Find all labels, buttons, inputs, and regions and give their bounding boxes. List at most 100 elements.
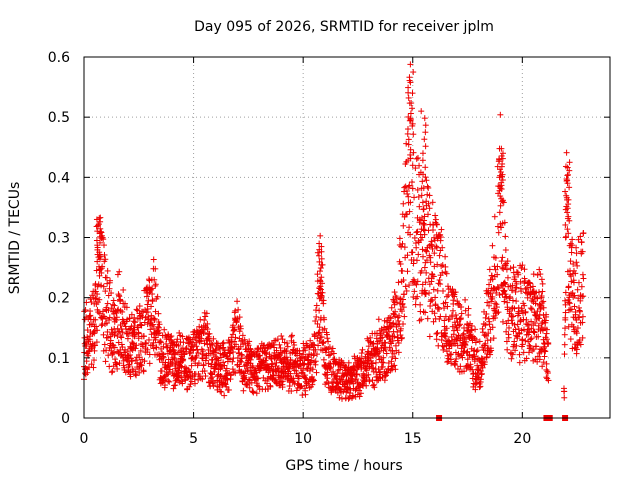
data-point <box>250 389 257 396</box>
data-point <box>87 312 94 319</box>
data-point <box>152 281 159 288</box>
data-point <box>241 336 248 343</box>
data-point <box>419 178 426 185</box>
data-point <box>99 308 106 315</box>
x-tick-label: 5 <box>189 431 198 447</box>
data-point <box>157 338 164 345</box>
data-point <box>114 271 121 278</box>
data-point <box>491 213 498 220</box>
data-point <box>230 349 237 356</box>
data-point <box>302 391 309 398</box>
data-point <box>405 84 412 91</box>
data-point <box>421 115 428 122</box>
data-point <box>217 388 224 395</box>
data-point <box>158 368 165 375</box>
data-point <box>105 317 112 324</box>
data-point <box>174 336 181 343</box>
data-point <box>128 311 135 318</box>
data-point <box>399 267 406 274</box>
data-point <box>149 298 156 305</box>
chart-title: Day 095 of 2026, SRMTID for receiver jpl… <box>194 19 494 35</box>
data-point <box>93 323 100 330</box>
data-point <box>160 354 167 361</box>
data-point <box>160 343 167 350</box>
data-point <box>462 296 469 303</box>
data-point <box>219 340 226 347</box>
data-point <box>580 275 587 282</box>
data-point <box>133 342 140 349</box>
data-point <box>92 342 99 349</box>
data-point <box>562 234 569 241</box>
data-point <box>155 330 162 337</box>
data-point <box>246 338 253 345</box>
data-point <box>561 351 568 358</box>
data-point <box>476 338 483 345</box>
data-point <box>278 333 285 340</box>
data-point <box>181 364 188 371</box>
data-point <box>409 162 416 169</box>
data-point <box>339 395 346 402</box>
data-point <box>174 373 181 380</box>
data-point <box>116 360 123 367</box>
data-point <box>433 330 440 337</box>
data-point <box>113 310 120 317</box>
data-point <box>189 347 196 354</box>
data-point <box>313 369 320 376</box>
data-point <box>236 363 243 370</box>
data-point <box>451 361 458 368</box>
data-point <box>420 220 427 227</box>
data-point <box>409 185 416 192</box>
data-point <box>230 326 237 333</box>
data-point <box>132 371 139 378</box>
data-point <box>91 330 98 337</box>
data-point <box>398 334 405 341</box>
data-point <box>410 131 417 138</box>
x-tick-label: 0 <box>80 431 89 447</box>
data-point <box>502 233 509 240</box>
data-point <box>123 304 130 311</box>
data-point <box>91 347 98 354</box>
data-point <box>571 303 578 310</box>
y-tick-label: 0.1 <box>48 351 70 367</box>
data-point <box>215 357 222 364</box>
data-point <box>148 322 155 329</box>
data-point <box>114 365 121 372</box>
data-point <box>378 359 385 366</box>
data-point <box>425 184 432 191</box>
data-point <box>103 320 110 327</box>
data-point <box>116 293 123 300</box>
data-point <box>472 326 479 333</box>
data-point <box>432 212 439 219</box>
data-point <box>566 159 573 166</box>
data-point <box>318 274 325 281</box>
data-point <box>106 285 113 292</box>
data-point <box>102 358 109 365</box>
data-point <box>93 267 100 274</box>
data-point <box>324 375 331 382</box>
data-point <box>231 309 238 316</box>
data-point <box>133 306 140 313</box>
data-point <box>524 290 531 297</box>
data-point <box>578 239 585 246</box>
x-tick-label: 10 <box>294 431 312 447</box>
data-point <box>238 358 245 365</box>
data-point <box>235 306 242 313</box>
data-point <box>579 271 586 278</box>
data-point <box>239 352 246 359</box>
data-point <box>239 332 246 339</box>
data-point <box>405 89 412 96</box>
data-point <box>140 333 147 340</box>
data-point <box>421 136 428 143</box>
data-point <box>208 340 215 347</box>
data-point <box>154 293 161 300</box>
data-point <box>223 375 230 382</box>
data-point <box>170 385 177 392</box>
data-point <box>413 155 420 162</box>
data-point <box>429 199 436 206</box>
data-point <box>481 321 488 328</box>
data-point <box>236 328 243 335</box>
data-point <box>151 276 158 283</box>
data-point <box>230 368 237 375</box>
data-point <box>421 227 428 234</box>
data-point <box>131 314 138 321</box>
